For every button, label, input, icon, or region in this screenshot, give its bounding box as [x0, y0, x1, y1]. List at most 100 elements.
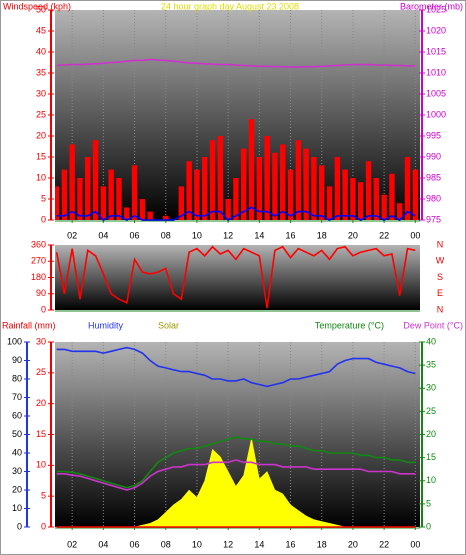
y-tick-label: 360 — [31, 239, 46, 249]
y-tick-label: 25 — [36, 367, 46, 377]
bar — [108, 169, 114, 220]
y-tick-label: 15 — [36, 151, 46, 161]
y-tick-label: 30 — [426, 383, 436, 393]
bar — [225, 199, 231, 220]
x-tick-label: 14 — [254, 539, 264, 549]
line — [55, 245, 416, 309]
y-tick-label: 90 — [12, 355, 22, 365]
y-tick-label: 35 — [36, 67, 46, 77]
y-tick-label: 0 — [41, 214, 46, 224]
bar — [163, 215, 169, 220]
axis-title: Rainfall (mm) — [2, 320, 56, 330]
x-tick-label: 02 — [67, 230, 77, 240]
line — [56, 206, 416, 221]
x-tick-label: 04 — [98, 539, 108, 549]
x-tick-label: 12 — [223, 230, 233, 240]
bar — [61, 169, 68, 220]
bar — [350, 178, 356, 220]
y-tick-label: 40 — [426, 336, 436, 346]
line — [56, 435, 416, 489]
y-tick-label: 30 — [36, 336, 46, 346]
y-tick-label: 25 — [426, 406, 436, 416]
y-tick-label: 985 — [426, 172, 441, 182]
y-tick-label: 60 — [12, 410, 22, 420]
y-tick-label: 80 — [12, 373, 22, 383]
x-tick-label: 10 — [192, 230, 202, 240]
y-tick-label: 15 — [36, 429, 46, 439]
line — [56, 459, 416, 491]
bar — [217, 136, 224, 220]
bar — [381, 194, 387, 220]
bar — [139, 199, 146, 220]
bar — [365, 161, 372, 220]
y-tick-label: 0 — [41, 521, 46, 531]
y-tick-label: 50 — [12, 429, 22, 439]
y-tick-label: 5 — [41, 491, 46, 501]
bar — [303, 148, 309, 220]
bar — [209, 140, 216, 220]
y-tick-label: 5 — [426, 498, 431, 508]
axis-title: 24 hour graph day August 23 2008 — [161, 1, 299, 11]
y-tick-label: 20 — [36, 130, 46, 140]
bar — [397, 203, 403, 220]
y-tick-label: 30 — [36, 88, 46, 98]
bar — [55, 186, 60, 220]
bar — [272, 152, 278, 220]
bar — [116, 178, 122, 220]
bar — [178, 186, 185, 220]
y-tick-label: 70 — [12, 392, 22, 402]
axis-title: Windspeed (kph) — [3, 1, 71, 11]
y-tick-label: 990 — [426, 151, 441, 161]
y-tick-label: 40 — [12, 447, 22, 457]
y-tick-label: 30 — [12, 466, 22, 476]
y-tick-label: 270 — [31, 256, 46, 266]
bar — [124, 207, 130, 220]
y-tick-label: S — [437, 272, 443, 282]
x-tick-label: 00 — [410, 230, 420, 240]
y-tick-label: 995 — [426, 130, 441, 140]
bar — [131, 165, 138, 220]
y-tick-label: 25 — [36, 109, 46, 119]
bar — [404, 157, 411, 220]
x-tick-label: 18 — [317, 230, 327, 240]
y-tick-label: 975 — [426, 214, 441, 224]
y-tick-label: 0 — [17, 521, 22, 531]
x-tick-label: 06 — [130, 230, 140, 240]
bar — [147, 211, 153, 220]
bar — [342, 169, 348, 220]
y-tick-label: 15 — [426, 452, 436, 462]
y-tick-label: N — [437, 239, 444, 249]
x-tick-label: 20 — [348, 230, 358, 240]
bar — [77, 178, 83, 220]
bar — [412, 169, 419, 220]
y-tick-label: 10 — [12, 503, 22, 513]
y-tick-label: 180 — [31, 272, 46, 282]
y-tick-label: 1025 — [426, 4, 446, 14]
bar — [256, 157, 263, 220]
bar — [248, 119, 255, 220]
bar — [389, 173, 395, 220]
y-tick-label: 45 — [36, 25, 46, 35]
bar — [311, 157, 317, 220]
axis-title: Temperature (°C) — [315, 320, 384, 330]
y-tick-label: 20 — [12, 484, 22, 494]
y-tick-label: 5 — [41, 193, 46, 203]
bar — [373, 178, 380, 220]
y-tick-label: 10 — [36, 460, 46, 470]
y-tick-label: N — [437, 304, 444, 314]
x-tick-label: 02 — [67, 539, 77, 549]
bar — [287, 169, 294, 220]
x-tick-label: 18 — [317, 539, 327, 549]
x-tick-label: 16 — [286, 230, 296, 240]
y-tick-label: 90 — [36, 288, 46, 298]
series-layer — [55, 245, 416, 309]
bar — [358, 182, 364, 220]
y-tick-label: 980 — [426, 193, 441, 203]
x-tick-label: 16 — [286, 539, 296, 549]
bar — [295, 140, 302, 220]
y-tick-label: E — [437, 288, 443, 298]
y-tick-label: 1000 — [426, 109, 446, 119]
bar — [85, 157, 91, 220]
bar — [280, 144, 286, 220]
